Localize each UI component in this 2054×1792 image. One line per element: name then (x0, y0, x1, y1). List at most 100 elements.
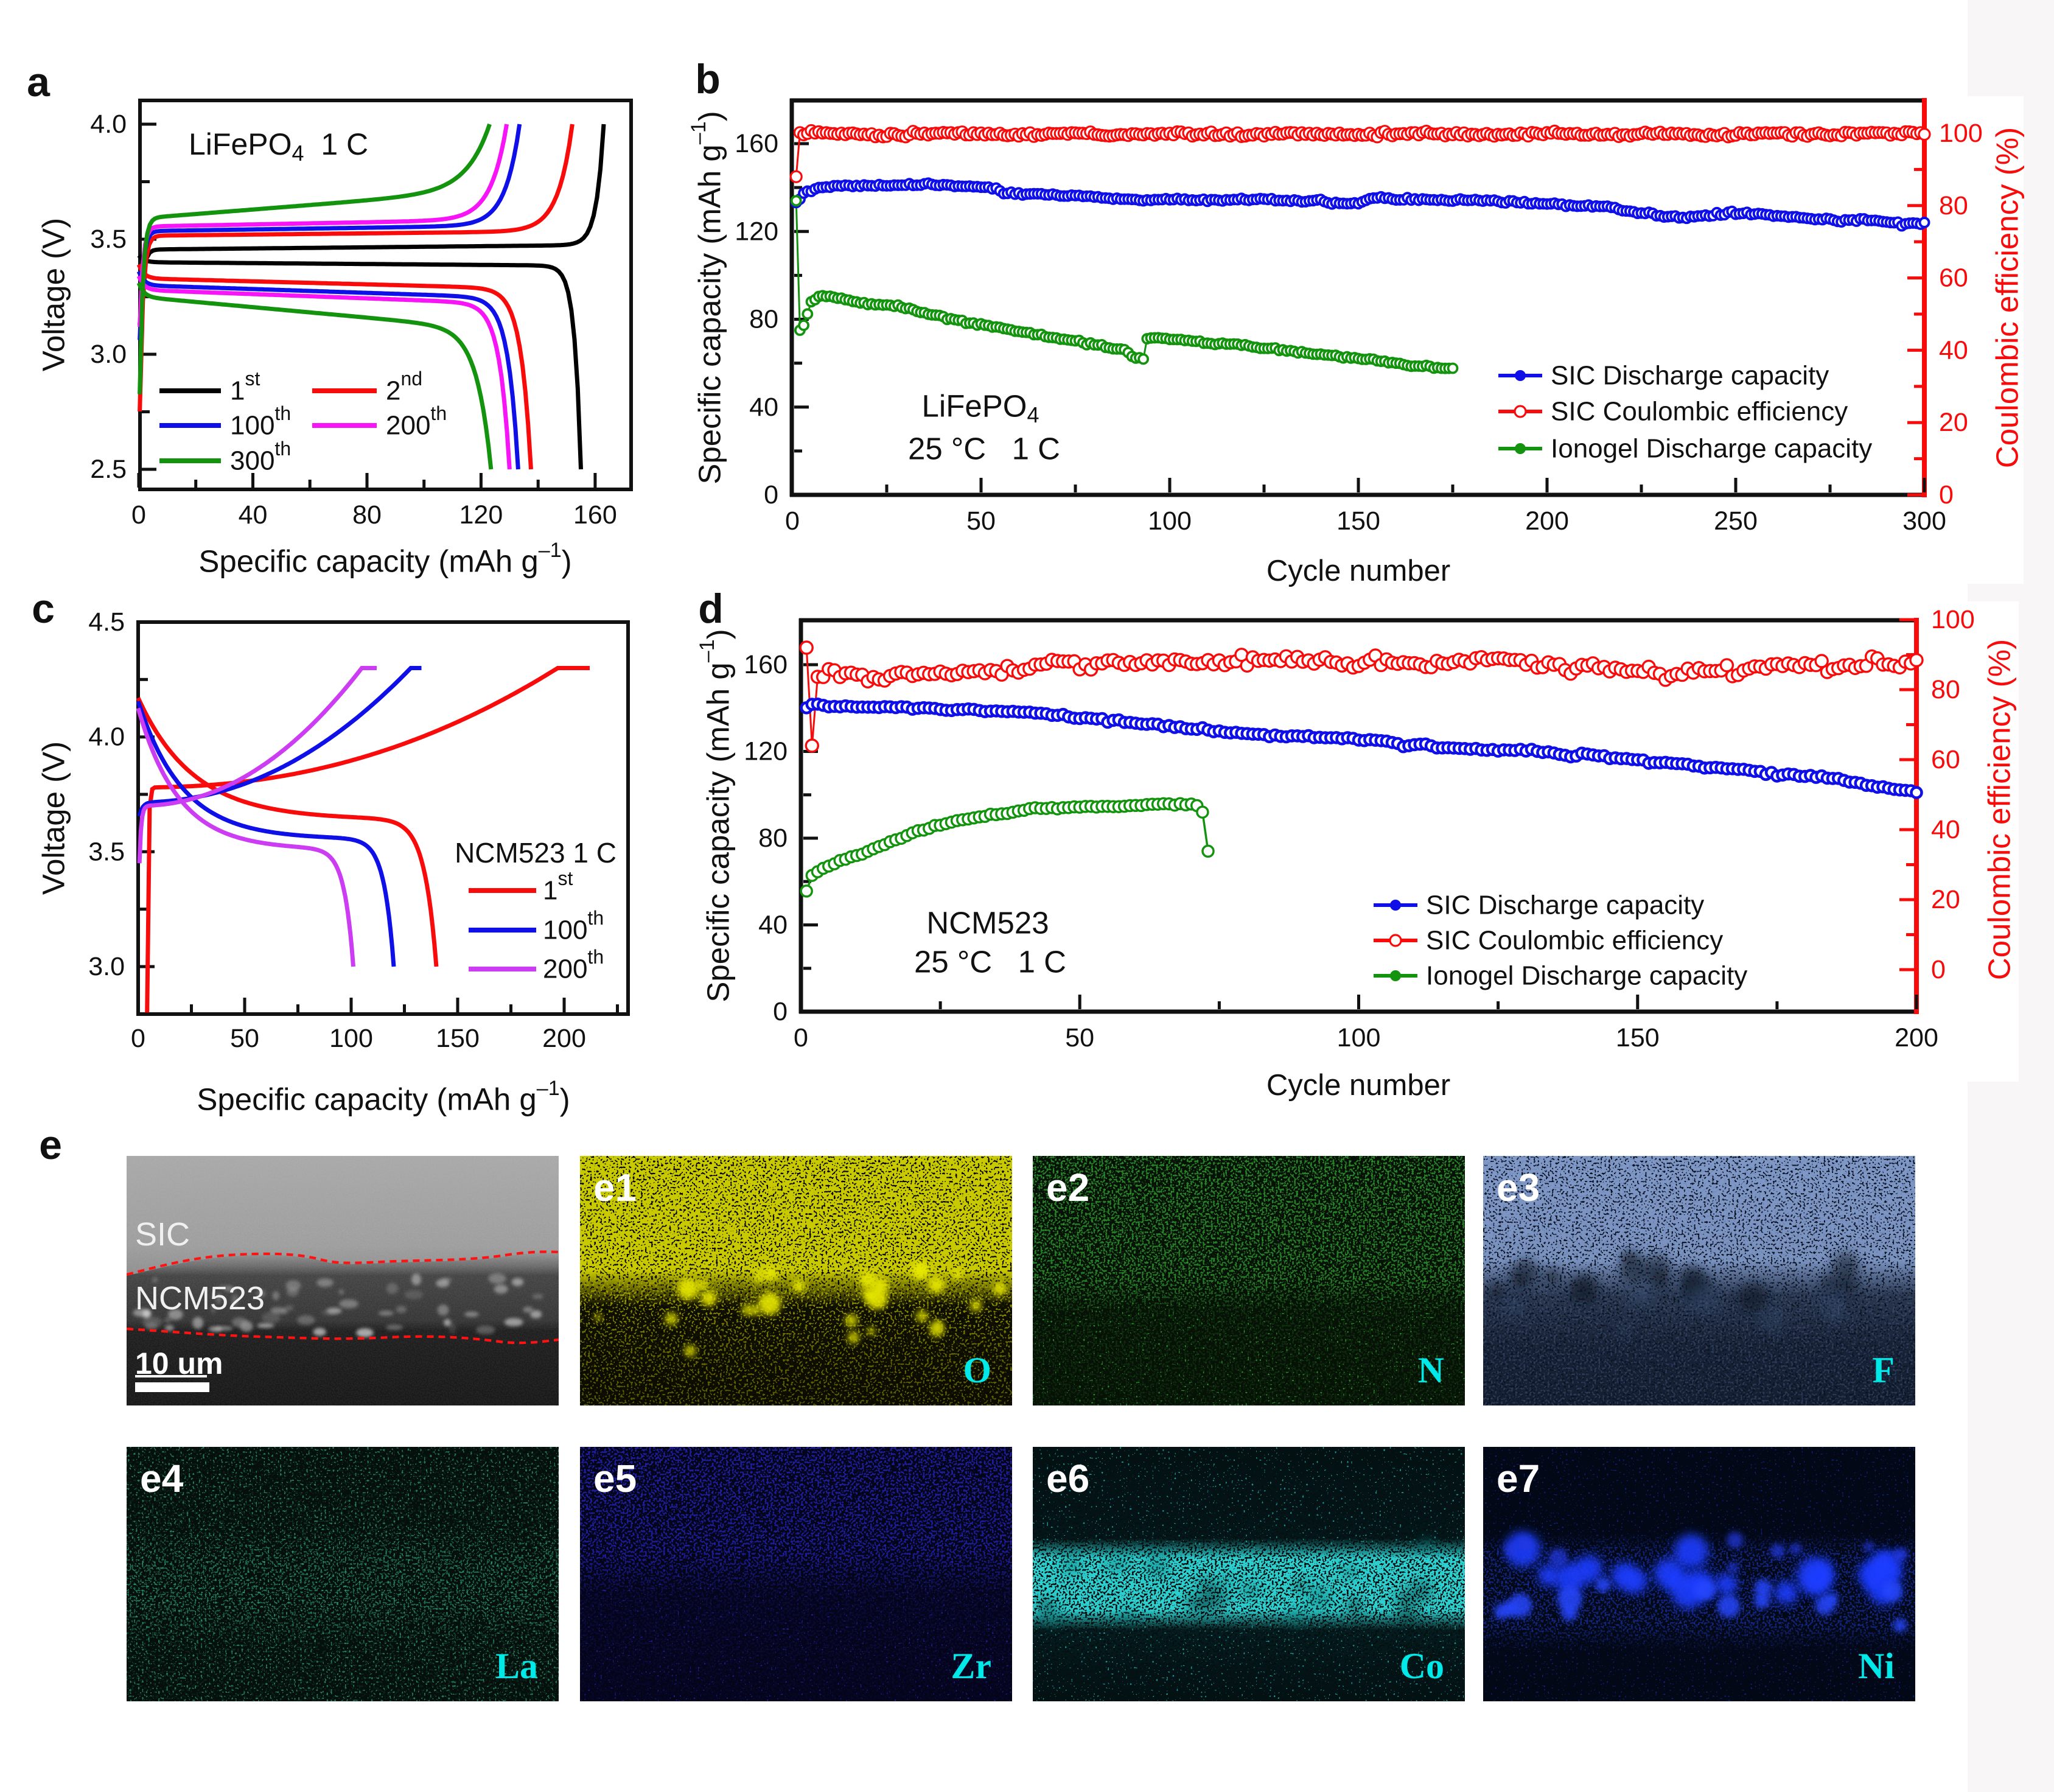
svg-text:160: 160 (735, 129, 778, 158)
svg-text:N: N (1418, 1350, 1444, 1390)
svg-text:80: 80 (749, 305, 778, 334)
svg-text:25 °C 1 C: 25 °C 1 C (914, 945, 1066, 979)
svg-text:3.5: 3.5 (88, 837, 125, 866)
svg-text:b: b (695, 56, 721, 102)
svg-text:Zr: Zr (951, 1646, 991, 1686)
svg-text:50: 50 (966, 506, 996, 536)
svg-text:SIC Coulombic efficiency: SIC Coulombic efficiency (1551, 397, 1848, 427)
svg-text:150: 150 (1336, 506, 1380, 536)
svg-text:0: 0 (1931, 955, 1946, 984)
svg-text:200th: 200th (386, 402, 447, 441)
svg-text:40: 40 (749, 393, 778, 422)
svg-text:Cycle number: Cycle number (1266, 555, 1450, 587)
svg-text:40: 40 (758, 911, 788, 940)
svg-text:50: 50 (230, 1024, 259, 1053)
svg-text:NCM523: NCM523 (926, 906, 1049, 940)
svg-text:20: 20 (1931, 885, 1960, 914)
svg-text:0: 0 (131, 1024, 145, 1053)
svg-text:Specific capacity (mAh g–1): Specific capacity (mAh g–1) (687, 111, 727, 484)
svg-text:2.5: 2.5 (90, 455, 127, 484)
svg-text:0: 0 (773, 997, 788, 1026)
svg-text:0: 0 (794, 1023, 808, 1052)
svg-text:LiFePO4 1 C: LiFePO4 1 C (189, 127, 368, 166)
svg-text:150: 150 (1616, 1023, 1660, 1052)
svg-text:100: 100 (1148, 506, 1192, 536)
svg-text:80: 80 (1931, 675, 1960, 704)
svg-text:120: 120 (459, 500, 503, 530)
svg-text:100: 100 (329, 1024, 373, 1053)
svg-text:40: 40 (1931, 815, 1960, 844)
svg-text:200: 200 (1895, 1023, 1938, 1052)
svg-text:NCM523: NCM523 (135, 1280, 265, 1317)
svg-text:e4: e4 (140, 1457, 184, 1500)
svg-text:0: 0 (785, 506, 800, 536)
svg-text:25 °C 1 C: 25 °C 1 C (908, 432, 1060, 466)
svg-text:0: 0 (764, 480, 778, 509)
svg-text:10 um: 10 um (135, 1346, 223, 1381)
svg-text:20: 20 (1939, 408, 1968, 437)
svg-text:Ionogel Discharge capacity: Ionogel Discharge capacity (1426, 961, 1747, 991)
svg-text:e5: e5 (593, 1457, 637, 1500)
svg-text:150: 150 (436, 1024, 480, 1053)
svg-text:2nd: 2nd (386, 368, 422, 406)
svg-text:200: 200 (542, 1024, 586, 1053)
svg-text:3.0: 3.0 (88, 952, 125, 981)
svg-text:Specific capacity (mAh g–1): Specific capacity (mAh g–1) (696, 629, 736, 1002)
svg-text:1st: 1st (230, 368, 260, 406)
svg-text:120: 120 (735, 217, 778, 246)
svg-text:80: 80 (758, 824, 788, 853)
svg-text:Specific capacity (mAh g–1): Specific capacity (mAh g–1) (197, 1077, 570, 1117)
svg-text:e1: e1 (593, 1166, 637, 1209)
svg-text:Ionogel Discharge capacity: Ionogel Discharge capacity (1551, 434, 1872, 464)
svg-text:1st: 1st (543, 867, 573, 906)
svg-text:160: 160 (744, 650, 788, 679)
svg-text:SIC: SIC (135, 1216, 190, 1253)
svg-text:100: 100 (1337, 1023, 1381, 1052)
svg-text:Voltage (V): Voltage (V) (37, 741, 71, 895)
svg-text:0: 0 (1939, 480, 1954, 509)
svg-text:50: 50 (1065, 1023, 1094, 1052)
svg-text:e3: e3 (1497, 1166, 1540, 1209)
svg-text:200th: 200th (543, 946, 604, 984)
svg-text:300: 300 (1902, 506, 1946, 536)
svg-text:O: O (963, 1350, 991, 1390)
svg-text:3.0: 3.0 (90, 340, 127, 369)
svg-text:NCM523 1 C: NCM523 1 C (455, 837, 617, 869)
svg-text:e7: e7 (1497, 1457, 1540, 1500)
svg-text:Coulombic efficiency (%): Coulombic efficiency (%) (1990, 127, 2025, 468)
svg-text:d: d (698, 586, 724, 632)
svg-text:a: a (27, 59, 51, 105)
svg-text:4.0: 4.0 (88, 723, 125, 752)
svg-text:100: 100 (1931, 605, 1975, 634)
svg-text:4.0: 4.0 (90, 110, 127, 139)
svg-text:Coulombic efficiency (%): Coulombic efficiency (%) (1982, 639, 2017, 980)
svg-text:250: 250 (1714, 506, 1758, 536)
svg-text:Ni: Ni (1858, 1646, 1895, 1686)
svg-text:SIC Discharge capacity: SIC Discharge capacity (1426, 891, 1704, 920)
svg-text:e: e (39, 1122, 62, 1168)
svg-text:La: La (495, 1646, 538, 1686)
svg-text:Specific capacity (mAh g–1): Specific capacity (mAh g–1) (198, 539, 571, 579)
svg-text:100th: 100th (230, 402, 291, 441)
svg-text:40: 40 (239, 500, 268, 530)
svg-text:80: 80 (352, 500, 382, 530)
svg-text:e2: e2 (1046, 1166, 1089, 1209)
svg-text:100: 100 (1939, 119, 1983, 148)
svg-text:F: F (1872, 1350, 1895, 1390)
svg-text:160: 160 (573, 500, 617, 530)
svg-text:80: 80 (1939, 191, 1968, 220)
svg-text:60: 60 (1931, 745, 1960, 774)
svg-text:SIC Discharge capacity: SIC Discharge capacity (1551, 361, 1829, 391)
svg-text:200: 200 (1525, 506, 1569, 536)
svg-text:40: 40 (1939, 335, 1968, 365)
svg-text:e6: e6 (1046, 1457, 1089, 1500)
svg-text:c: c (32, 586, 55, 632)
svg-text:120: 120 (744, 737, 788, 766)
svg-text:100th: 100th (543, 907, 604, 945)
svg-text:0: 0 (131, 500, 146, 530)
svg-text:Cycle number: Cycle number (1266, 1069, 1450, 1102)
svg-text:Voltage (V): Voltage (V) (37, 218, 71, 371)
svg-text:Co: Co (1400, 1646, 1444, 1686)
svg-text:300th: 300th (230, 438, 291, 476)
svg-text:LiFePO4: LiFePO4 (922, 389, 1039, 427)
